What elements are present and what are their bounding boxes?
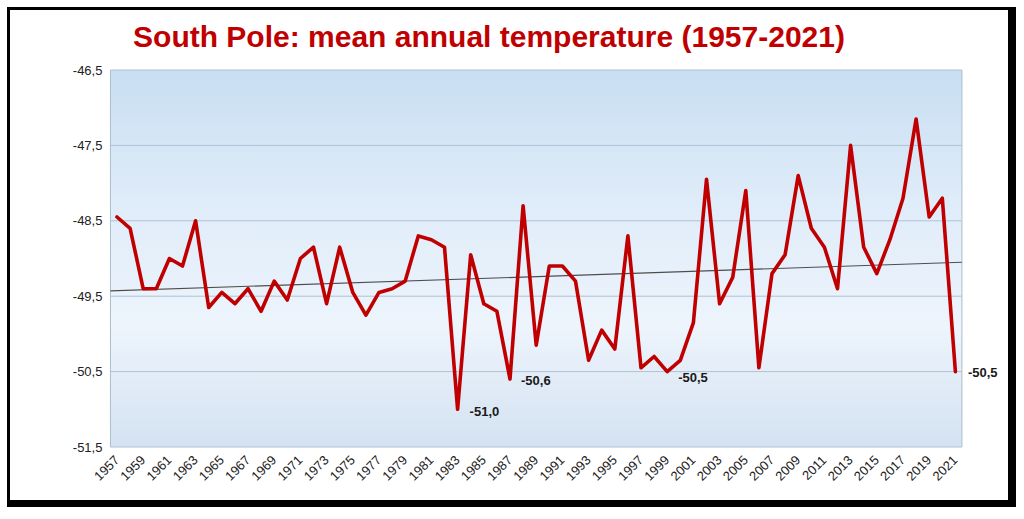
y-axis-label: -46,5 bbox=[73, 63, 103, 78]
x-axis-label: 1991 bbox=[536, 453, 567, 484]
x-axis-label: 1973 bbox=[301, 453, 332, 484]
x-axis-label: 2013 bbox=[825, 453, 856, 484]
plot-area bbox=[110, 70, 962, 447]
x-axis-label: 2019 bbox=[903, 453, 934, 484]
x-axis-label: 1969 bbox=[248, 453, 279, 484]
x-axis-label: 1961 bbox=[143, 453, 174, 484]
x-axis-label: 1971 bbox=[274, 453, 305, 484]
x-axis-label: 1983 bbox=[432, 453, 463, 484]
x-axis-label: 2009 bbox=[772, 453, 803, 484]
y-axis-label: -49,5 bbox=[73, 289, 103, 304]
x-axis-label: 1967 bbox=[222, 453, 253, 484]
x-axis-label: 1989 bbox=[510, 453, 541, 484]
x-axis-label: 2015 bbox=[851, 453, 882, 484]
x-axis-label: 2005 bbox=[720, 453, 751, 484]
x-axis-label: 1965 bbox=[196, 453, 227, 484]
x-axis-label: 1997 bbox=[615, 453, 646, 484]
annotation-label: -51,0 bbox=[470, 404, 500, 419]
x-axis-label: 1993 bbox=[563, 453, 594, 484]
annotation-label: -50,6 bbox=[521, 373, 551, 388]
x-axis-label: 2007 bbox=[746, 453, 777, 484]
y-axis-label: -51,5 bbox=[73, 440, 103, 455]
x-axis-label: 1963 bbox=[170, 453, 201, 484]
x-axis-label: 1985 bbox=[458, 453, 489, 484]
y-axis-label: -48,5 bbox=[73, 213, 103, 228]
y-axis-label: -47,5 bbox=[73, 138, 103, 153]
x-axis-label: 2003 bbox=[694, 453, 725, 484]
x-axis-label: 1981 bbox=[405, 453, 436, 484]
x-axis-label: 1977 bbox=[353, 453, 384, 484]
x-axis-label: 1987 bbox=[484, 453, 515, 484]
x-axis-label: 2011 bbox=[799, 453, 829, 483]
x-axis-label: 1979 bbox=[379, 453, 410, 484]
x-axis-label: 2021 bbox=[929, 453, 960, 484]
x-axis-label: 2001 bbox=[667, 453, 698, 484]
x-axis-label: 1957 bbox=[91, 453, 122, 484]
annotation-label: -50,5 bbox=[678, 370, 708, 385]
x-axis-label: 2017 bbox=[877, 453, 908, 484]
temperature-chart: -46,5-47,5-48,5-49,5-50,5-51,51957195919… bbox=[0, 0, 1024, 519]
x-axis-label: 1975 bbox=[327, 453, 358, 484]
y-axis-label: -50,5 bbox=[73, 364, 103, 379]
x-axis-label: 1995 bbox=[589, 453, 620, 484]
x-axis-label: 1999 bbox=[641, 453, 672, 484]
x-axis-label: 1959 bbox=[117, 453, 148, 484]
annotation-label: -50,5 bbox=[968, 365, 998, 380]
